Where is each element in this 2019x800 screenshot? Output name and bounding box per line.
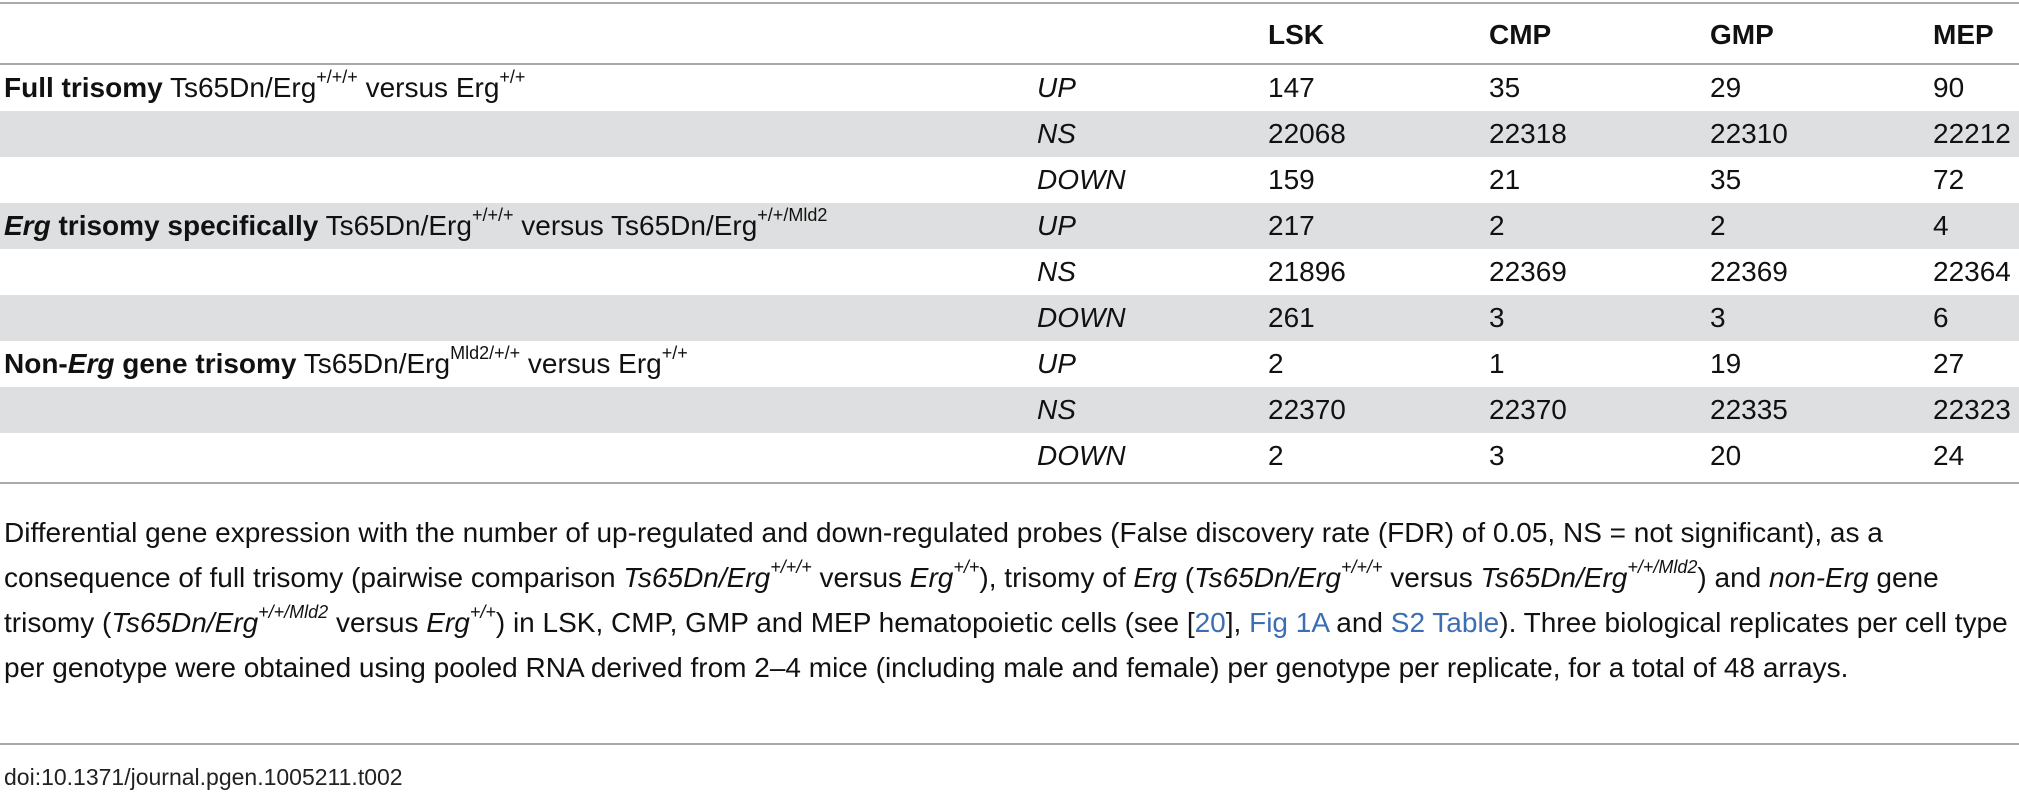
table-row: Erg trisomy specifically Ts65Dn/Erg+/+/+… bbox=[0, 203, 2019, 249]
value-cell: 1 bbox=[1489, 348, 1505, 379]
value-cell: 22370 bbox=[1268, 394, 1346, 425]
fig-1a-link[interactable]: Fig 1A bbox=[1249, 607, 1329, 638]
value-cell: 35 bbox=[1710, 164, 1742, 195]
direction-label: UP bbox=[1037, 348, 1076, 379]
value-cell: 27 bbox=[1933, 348, 1965, 379]
value-cell: 29 bbox=[1710, 72, 1742, 103]
value-cell: 21896 bbox=[1268, 256, 1346, 287]
table-row: DOWN 159 21 35 72 bbox=[0, 157, 2019, 203]
table-bottom-rule bbox=[0, 482, 2019, 484]
table-caption: Differential gene expression with the nu… bbox=[4, 517, 2008, 683]
direction-label: UP bbox=[1037, 210, 1076, 241]
group-label-erg-trisomy: Erg trisomy specifically Ts65Dn/Erg+/+/+… bbox=[4, 204, 828, 241]
col-header-cmp: CMP bbox=[1489, 19, 1552, 50]
value-cell: 72 bbox=[1933, 164, 1965, 195]
col-header-lsk: LSK bbox=[1268, 19, 1324, 50]
value-cell: 22369 bbox=[1489, 256, 1567, 287]
value-cell: 6 bbox=[1933, 302, 1949, 333]
table-row: NS 21896 22369 22369 22364 bbox=[0, 249, 2019, 295]
caption-rule bbox=[0, 743, 2019, 745]
value-cell: 3 bbox=[1489, 302, 1505, 333]
value-cell: 20 bbox=[1710, 440, 1742, 471]
direction-label: DOWN bbox=[1037, 164, 1126, 195]
direction-label: NS bbox=[1037, 394, 1076, 425]
direction-label: DOWN bbox=[1037, 440, 1126, 471]
value-cell: 22364 bbox=[1933, 256, 2011, 287]
value-cell: 21 bbox=[1489, 164, 1521, 195]
value-cell: 22318 bbox=[1489, 118, 1567, 149]
col-header-mep: MEP bbox=[1933, 19, 1994, 50]
value-cell: 22212 bbox=[1933, 118, 2011, 149]
value-cell: 3 bbox=[1489, 440, 1505, 471]
group-label-non-erg-trisomy: Non-Erg gene trisomy Ts65Dn/ErgMld2/+/+ … bbox=[4, 342, 688, 379]
direction-label: NS bbox=[1037, 118, 1076, 149]
table-row: NS 22068 22318 22310 22212 bbox=[0, 111, 2019, 157]
direction-label: DOWN bbox=[1037, 302, 1126, 333]
doi-text: doi:10.1371/journal.pgen.1005211.t002 bbox=[4, 764, 403, 790]
value-cell: 2 bbox=[1710, 210, 1726, 241]
value-cell: 217 bbox=[1268, 210, 1315, 241]
value-cell: 147 bbox=[1268, 72, 1315, 103]
value-cell: 90 bbox=[1933, 72, 1965, 103]
value-cell: 4 bbox=[1933, 210, 1949, 241]
table-top-rule bbox=[0, 2, 2019, 4]
value-cell: 22068 bbox=[1268, 118, 1346, 149]
ref-link-20[interactable]: 20 bbox=[1194, 607, 1226, 638]
table-row: Non-Erg gene trisomy Ts65Dn/ErgMld2/+/+ … bbox=[0, 341, 2019, 387]
value-cell: 159 bbox=[1268, 164, 1315, 195]
value-cell: 261 bbox=[1268, 302, 1315, 333]
table-row: DOWN 2 3 20 24 bbox=[0, 433, 2019, 479]
value-cell: 19 bbox=[1710, 348, 1742, 379]
value-cell: 35 bbox=[1489, 72, 1521, 103]
value-cell: 22370 bbox=[1489, 394, 1567, 425]
value-cell: 2 bbox=[1268, 440, 1284, 471]
value-cell: 2 bbox=[1489, 210, 1505, 241]
table-row: NS 22370 22370 22335 22323 bbox=[0, 387, 2019, 433]
value-cell: 22335 bbox=[1710, 394, 1788, 425]
header-rule bbox=[0, 63, 2019, 65]
value-cell: 22310 bbox=[1710, 118, 1788, 149]
direction-label: NS bbox=[1037, 256, 1076, 287]
value-cell: 3 bbox=[1710, 302, 1726, 333]
group-label-full-trisomy: Full trisomy Ts65Dn/Erg+/+/+ versus Erg+… bbox=[4, 66, 526, 103]
value-cell: 2 bbox=[1268, 348, 1284, 379]
table-row: Full trisomy Ts65Dn/Erg+/+/+ versus Erg+… bbox=[0, 65, 2019, 111]
direction-label: UP bbox=[1037, 72, 1076, 103]
value-cell: 24 bbox=[1933, 440, 1965, 471]
s2-table-link[interactable]: S2 Table bbox=[1390, 607, 1500, 638]
col-header-gmp: GMP bbox=[1710, 19, 1774, 50]
header-row: LSK CMP GMP MEP bbox=[0, 0, 2019, 62]
value-cell: 22369 bbox=[1710, 256, 1788, 287]
value-cell: 22323 bbox=[1933, 394, 2011, 425]
table-row: DOWN 261 3 3 6 bbox=[0, 295, 2019, 341]
